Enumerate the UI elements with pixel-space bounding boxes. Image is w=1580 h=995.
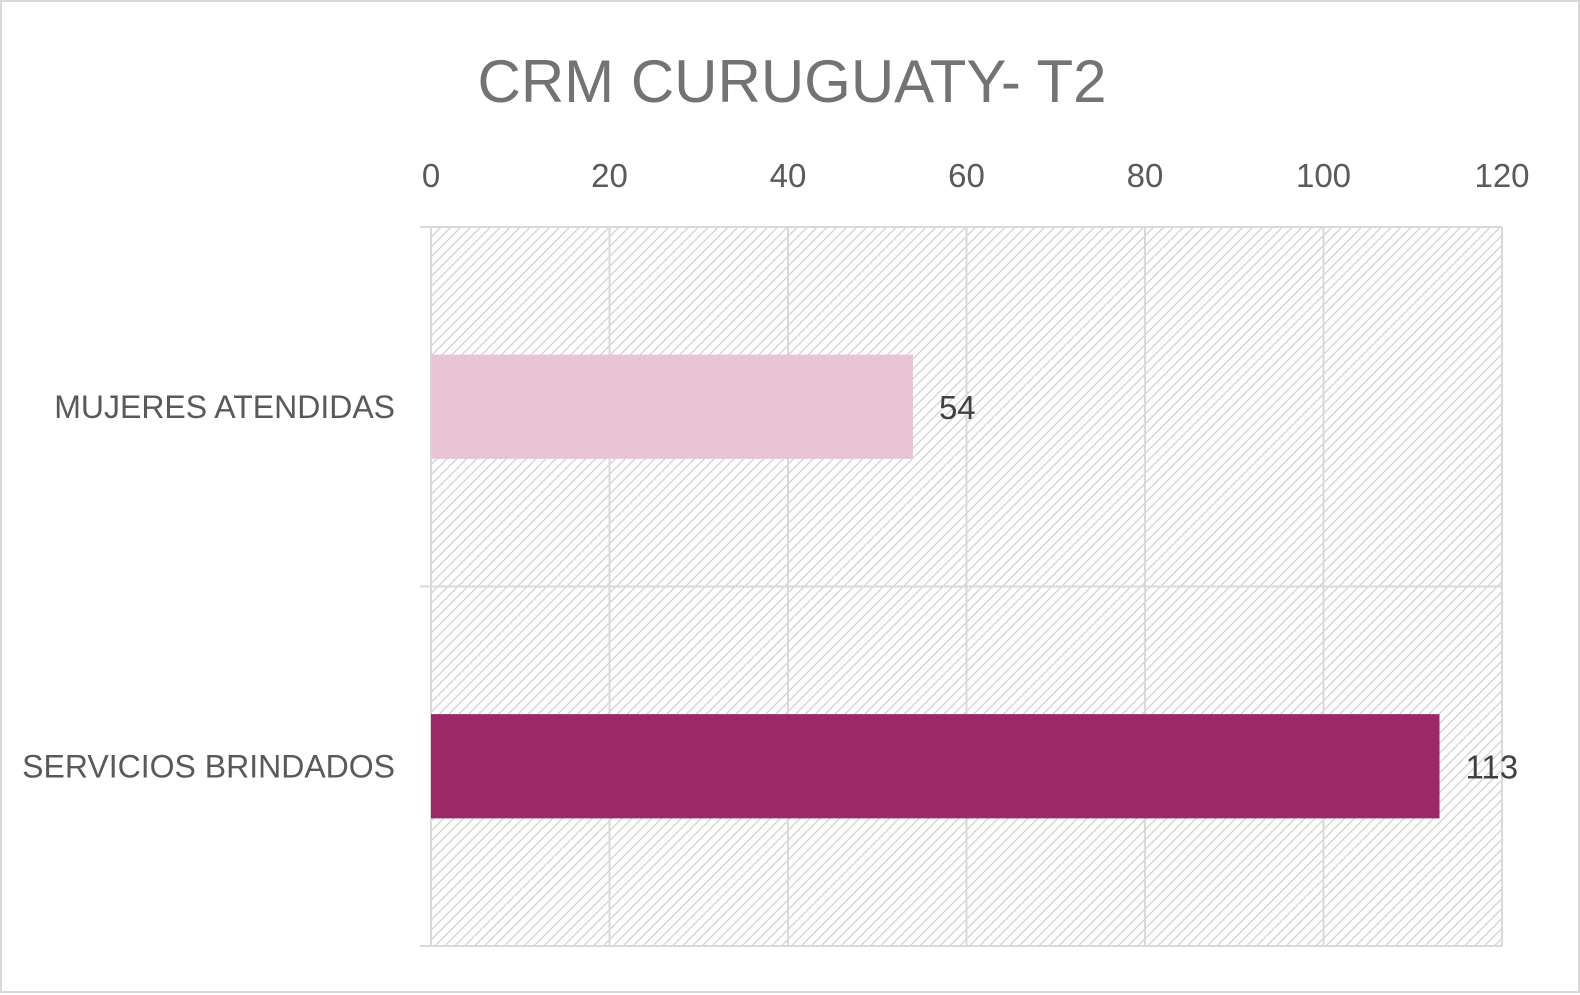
category-label: MUJERES ATENDIDAS <box>54 389 395 425</box>
bar-0 <box>431 354 913 459</box>
category-label: SERVICIOS BRINDADOS <box>22 748 395 784</box>
x-axis-ticks: 0 20 40 60 80 100 120 <box>422 157 1530 194</box>
category-labels: MUJERES ATENDIDAS SERVICIOS BRINDADOS <box>22 389 395 785</box>
data-labels: 54 113 <box>939 389 1518 786</box>
x-tick-label: 0 <box>422 157 440 194</box>
data-label: 113 <box>1466 748 1519 785</box>
x-tick-label: 40 <box>770 157 807 194</box>
x-tick-label: 80 <box>1127 157 1164 194</box>
x-tick-label: 60 <box>948 157 985 194</box>
x-tick-label: 100 <box>1296 157 1351 194</box>
x-tick-label: 120 <box>1474 157 1529 194</box>
gridlines <box>420 226 1503 947</box>
data-label: 54 <box>939 389 976 426</box>
x-tick-label: 20 <box>591 157 628 194</box>
chart-title: CRM CURUGUATY- T2 <box>478 48 1107 115</box>
bar-1 <box>431 714 1440 819</box>
bars <box>431 354 1440 819</box>
